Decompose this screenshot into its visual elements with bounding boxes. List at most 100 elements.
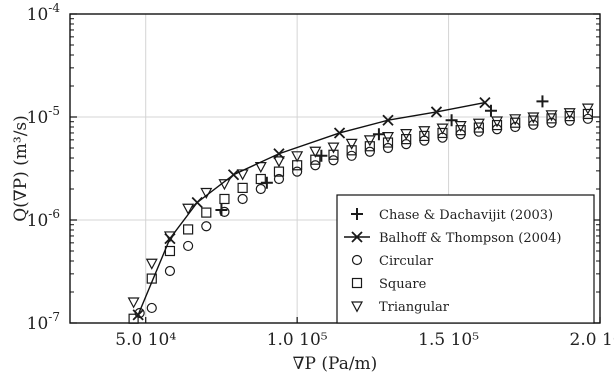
data-point bbox=[310, 160, 321, 171]
data-point bbox=[236, 169, 249, 181]
legend-item: Chase & Dachavijit (2003) bbox=[351, 208, 553, 223]
data-point bbox=[484, 104, 497, 117]
data-point bbox=[510, 117, 521, 128]
data-point bbox=[183, 224, 194, 235]
y-tick-label: 10-5 bbox=[27, 104, 60, 128]
data-point bbox=[364, 146, 375, 157]
x-tick-label: 1.0 10⁵ bbox=[267, 330, 328, 350]
data-point bbox=[215, 204, 228, 217]
legend-item: Balhoff & Thompson (2004) bbox=[344, 231, 561, 246]
data-point bbox=[536, 95, 549, 108]
data-point bbox=[333, 127, 346, 139]
data-point bbox=[473, 122, 484, 133]
y-tick-base: 10 bbox=[27, 314, 49, 334]
y-tick-exponent: -5 bbox=[48, 104, 60, 118]
data-point bbox=[219, 206, 230, 217]
series-square bbox=[128, 108, 593, 324]
legend-label: Triangular bbox=[379, 300, 450, 315]
y-tick-label: 10-4 bbox=[27, 1, 61, 25]
data-point bbox=[382, 137, 394, 148]
legend-item: Circular bbox=[351, 254, 434, 269]
data-point bbox=[527, 112, 540, 124]
data-point bbox=[563, 108, 576, 120]
data-point bbox=[381, 132, 395, 144]
data-point bbox=[455, 125, 466, 136]
data-point bbox=[164, 265, 176, 277]
data-point bbox=[227, 169, 240, 181]
data-point bbox=[363, 135, 376, 147]
data-point bbox=[272, 156, 285, 168]
data-point bbox=[127, 297, 140, 309]
legend-items: Chase & Dachavijit (2003) Balhoff & Thomp… bbox=[344, 208, 561, 315]
data-point bbox=[183, 240, 194, 252]
data-point bbox=[382, 142, 394, 154]
legend-marker bbox=[351, 231, 363, 243]
data-point bbox=[237, 193, 248, 205]
data-point bbox=[479, 96, 491, 109]
legend-item: Triangular bbox=[350, 300, 450, 315]
data-point bbox=[528, 115, 539, 126]
data-point bbox=[454, 121, 467, 133]
legend-label: Chase & Dachavijit (2003) bbox=[379, 208, 553, 223]
data-point bbox=[491, 116, 504, 128]
data-point bbox=[491, 119, 503, 131]
data-point bbox=[132, 309, 144, 321]
data-point bbox=[430, 106, 443, 118]
legend-marker bbox=[351, 208, 363, 220]
data-point bbox=[509, 114, 522, 126]
legend-label: Square bbox=[379, 277, 427, 292]
data-point bbox=[315, 149, 328, 162]
x-tick-label: 5.0 10⁴ bbox=[115, 330, 176, 350]
data-point bbox=[581, 103, 594, 115]
data-point bbox=[436, 123, 449, 135]
data-point bbox=[546, 113, 557, 124]
data-point bbox=[401, 134, 412, 145]
data-point bbox=[309, 146, 322, 158]
data-point bbox=[201, 221, 212, 232]
data-point bbox=[260, 176, 273, 189]
y-tick-label: 10-6 bbox=[27, 207, 60, 231]
series-layer bbox=[127, 95, 594, 324]
data-point bbox=[310, 154, 321, 165]
y-tick-label: 10-7 bbox=[27, 310, 60, 334]
data-point bbox=[418, 126, 431, 138]
series-plus bbox=[215, 95, 549, 217]
data-point bbox=[346, 150, 357, 161]
data-point bbox=[328, 155, 339, 166]
x-tick-label: 2.0 10⁵ bbox=[570, 330, 614, 350]
plot-frame bbox=[69, 13, 601, 324]
data-point bbox=[364, 141, 375, 152]
data-point bbox=[255, 173, 266, 185]
data-point bbox=[400, 128, 413, 141]
data-point bbox=[437, 127, 448, 139]
legend-marker bbox=[351, 277, 363, 289]
data-point bbox=[128, 313, 139, 324]
legend-box bbox=[336, 194, 595, 324]
data-point bbox=[273, 173, 285, 185]
legend-marker bbox=[351, 254, 363, 266]
y-tick-exponent: -4 bbox=[48, 1, 60, 15]
legend-label: Circular bbox=[379, 254, 434, 269]
legend-item: Square bbox=[351, 277, 427, 292]
data-point bbox=[445, 114, 458, 127]
data-point bbox=[145, 258, 158, 270]
data-point bbox=[291, 151, 304, 163]
data-point bbox=[164, 232, 176, 245]
data-point bbox=[182, 203, 195, 215]
data-point bbox=[346, 145, 357, 156]
y-tick-base: 10 bbox=[27, 108, 49, 128]
data-point bbox=[345, 138, 358, 150]
data-point bbox=[201, 207, 212, 218]
data-point bbox=[146, 302, 157, 314]
data-point bbox=[255, 183, 266, 195]
series-x bbox=[132, 96, 491, 321]
y-tick-base: 10 bbox=[27, 5, 49, 25]
legend-marker bbox=[350, 301, 364, 313]
data-point bbox=[545, 110, 558, 122]
data-point bbox=[191, 196, 203, 209]
series-triangle-down bbox=[127, 103, 594, 309]
x-axis-label: ∇P (Pa/m) bbox=[293, 354, 378, 374]
legend-label: Balhoff & Thompson (2004) bbox=[379, 231, 561, 246]
